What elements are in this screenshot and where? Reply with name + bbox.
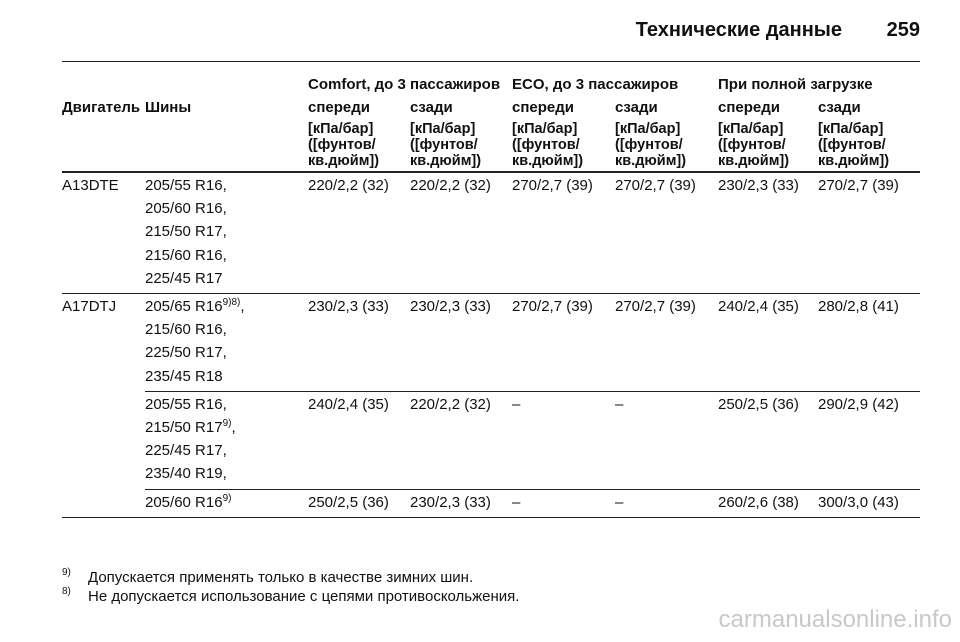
rule-line xyxy=(62,61,920,62)
pressure: 250/2,5 (36) xyxy=(308,493,389,511)
pressure: – xyxy=(512,493,521,511)
pressure: 220/2,2 (32) xyxy=(410,395,491,413)
pressure: 230/2,3 (33) xyxy=(308,298,389,315)
column-header: спереди xyxy=(308,99,370,116)
unit-header: [кПа/бар] ([фунтов/ кв.дюйм]) xyxy=(410,121,482,169)
pressure: 270/2,7 (39) xyxy=(818,177,899,194)
tire-size: 215/60 R16, xyxy=(145,318,227,341)
tire-size: 205/60 R169) xyxy=(145,491,231,514)
group-header: ECO, до 3 пассажиров xyxy=(512,76,679,93)
tire-size: 225/45 R17, xyxy=(145,439,227,462)
pressure: 270/2,7 (39) xyxy=(615,298,696,315)
tire-size: 215/60 R16, xyxy=(145,244,227,267)
pressure: 240/2,4 (35) xyxy=(308,395,389,413)
pressure: – xyxy=(615,395,624,413)
pressure: 290/2,9 (42) xyxy=(818,395,899,413)
tire-size: 205/55 R16, xyxy=(145,393,227,416)
pressure: 230/2,3 (33) xyxy=(718,177,799,194)
tire-text: 225/50 R17, xyxy=(145,344,227,362)
pressure: 270/2,7 (39) xyxy=(615,177,696,194)
tire-size: 225/50 R17, xyxy=(145,341,227,364)
watermark: carmanualsonline.info xyxy=(718,606,952,633)
tire-size: 235/45 R18 xyxy=(145,365,223,388)
column-header: Шины xyxy=(145,99,192,116)
footnote-mark: 8) xyxy=(62,586,71,597)
pressure: 240/2,4 (35) xyxy=(718,298,799,315)
tire-text: 205/60 R16 xyxy=(145,493,223,511)
rule-line xyxy=(145,390,920,392)
pressure: 270/2,7 (39) xyxy=(512,298,593,315)
pressure: 220/2,2 (32) xyxy=(308,177,389,194)
unit-header: [кПа/бар] ([фунтов/ кв.дюйм]) xyxy=(615,121,687,169)
footnote-ref: 9)8) xyxy=(222,297,241,308)
engine: A17DTJ xyxy=(62,298,117,315)
tire-size: 215/50 R179), xyxy=(145,416,236,439)
tire-size: 205/60 R16, xyxy=(145,197,227,220)
tire-text: 225/45 R17, xyxy=(145,442,227,460)
pressure: 220/2,2 (32) xyxy=(410,177,491,194)
pressure: 230/2,3 (33) xyxy=(410,493,491,511)
rule-line xyxy=(62,171,920,173)
tire-size: 225/45 R17 xyxy=(145,267,223,290)
group-header: При полной загрузке xyxy=(718,76,873,93)
tire-text: 215/50 R17, xyxy=(145,223,227,241)
tire-size: 215/50 R17, xyxy=(145,220,227,243)
tire-size: 205/65 R169)8), xyxy=(145,295,245,318)
engine: A13DTE xyxy=(62,177,119,194)
pressure: 280/2,8 (41) xyxy=(818,298,899,315)
unit-header: [кПа/бар] ([фунтов/ кв.дюйм]) xyxy=(718,121,790,169)
page-number: 259 xyxy=(886,19,920,41)
pressure: 250/2,5 (36) xyxy=(718,395,799,413)
unit-header: [кПа/бар] ([фунтов/ кв.дюйм]) xyxy=(512,121,584,169)
tire-tail: , xyxy=(231,419,236,436)
column-header: спереди xyxy=(512,99,574,116)
rule-line xyxy=(62,293,920,294)
tire-text: 225/45 R17 xyxy=(145,269,223,287)
column-header: спереди xyxy=(718,99,780,116)
column-header: сзади xyxy=(818,99,861,116)
unit-header: [кПа/бар] ([фунтов/ кв.дюйм]) xyxy=(818,121,890,169)
tire-text: 205/55 R16, xyxy=(145,177,227,194)
pressure: – xyxy=(512,395,521,413)
column-header: сзади xyxy=(410,99,453,116)
footnote-ref: 9) xyxy=(222,418,232,429)
pressure: – xyxy=(615,493,624,511)
unit-header: [кПа/бар] ([фунтов/ кв.дюйм]) xyxy=(308,121,380,169)
tire-text: 205/65 R16 xyxy=(145,298,223,315)
pressure: 270/2,7 (39) xyxy=(512,177,593,194)
tire-size: 205/55 R16, xyxy=(145,174,227,197)
tire-text: 215/60 R16, xyxy=(145,246,227,264)
tire-text: 205/60 R16, xyxy=(145,200,227,218)
footnote-text: Допускается применять только в качестве … xyxy=(88,569,474,586)
footnote-text: Не допускается использование с цепями пр… xyxy=(88,588,520,605)
tire-text: 205/55 R16, xyxy=(145,395,227,413)
tire-text: 215/50 R17 xyxy=(145,419,223,436)
pressure: 300/3,0 (43) xyxy=(818,493,899,511)
tire-size: 235/40 R19, xyxy=(145,462,227,485)
rule-line xyxy=(62,516,920,518)
rule-line xyxy=(145,488,920,490)
group-header: Comfort, до 3 пассажиров xyxy=(308,76,501,93)
tire-text: 215/60 R16, xyxy=(145,321,227,339)
column-header: Двигатель xyxy=(62,99,141,116)
pressure: 260/2,6 (38) xyxy=(718,493,799,511)
tire-tail: , xyxy=(240,298,245,315)
page-title: Технические данные xyxy=(635,19,842,41)
pressure: 230/2,3 (33) xyxy=(410,298,491,315)
footnote-ref: 9) xyxy=(222,492,232,504)
column-header: сзади xyxy=(615,99,658,116)
tire-text: 235/45 R18 xyxy=(145,367,223,385)
tire-text: 235/40 R19, xyxy=(145,465,227,483)
footnote-mark: 9) xyxy=(62,567,71,578)
